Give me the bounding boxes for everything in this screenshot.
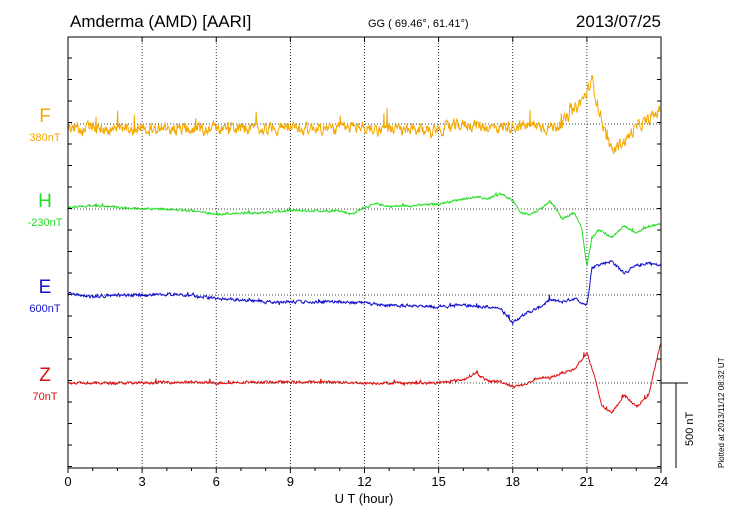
series-labels: F 380nT H -230nT E 600nT Z 70nT: [28, 106, 63, 403]
series-line-E: [67, 259, 662, 326]
station-coords: GG ( 69.46°, 61.41°): [368, 18, 469, 30]
series-line-F: [67, 74, 662, 154]
series-layer: [67, 74, 662, 414]
date-label: 2013/07/25: [576, 12, 661, 31]
station-title: Amderma (AMD) [AARI]: [70, 12, 251, 31]
series-name-E: E: [39, 277, 52, 298]
series-baseline-F: 380nT: [29, 132, 60, 144]
series-baseline-H: -230nT: [28, 217, 63, 229]
x-tick-label-7: 21: [580, 474, 594, 489]
series-baseline-E: 600nT: [29, 303, 60, 315]
series-line-Z: [67, 343, 662, 414]
x-tick-label-5: 15: [431, 474, 445, 489]
series-name-F: F: [39, 106, 51, 127]
plotted-at-note: Plotted at 2013/11/12 08:32 UT: [717, 357, 726, 468]
series-baseline-Z: 70nT: [32, 391, 57, 403]
x-tick-label-4: 12: [357, 474, 371, 489]
x-tick-label-0: 0: [64, 474, 71, 489]
series-name-H: H: [38, 191, 52, 212]
x-tick-label-6: 18: [506, 474, 520, 489]
scale-bar-label: 500 nT: [684, 411, 696, 446]
x-axis-label: U T (hour): [335, 491, 394, 506]
series-name-Z: Z: [39, 365, 51, 386]
x-tick-label-8: 24: [654, 474, 668, 489]
series-line-H: [67, 191, 662, 268]
x-tick-label-3: 9: [287, 474, 294, 489]
grid-layer: [68, 37, 661, 468]
x-axis: 0 3 6 9 12 15 18 21 24: [64, 37, 668, 489]
x-tick-label-1: 3: [139, 474, 146, 489]
x-tick-label-2: 6: [213, 474, 220, 489]
scale-bar: 500 nT: [661, 382, 696, 468]
